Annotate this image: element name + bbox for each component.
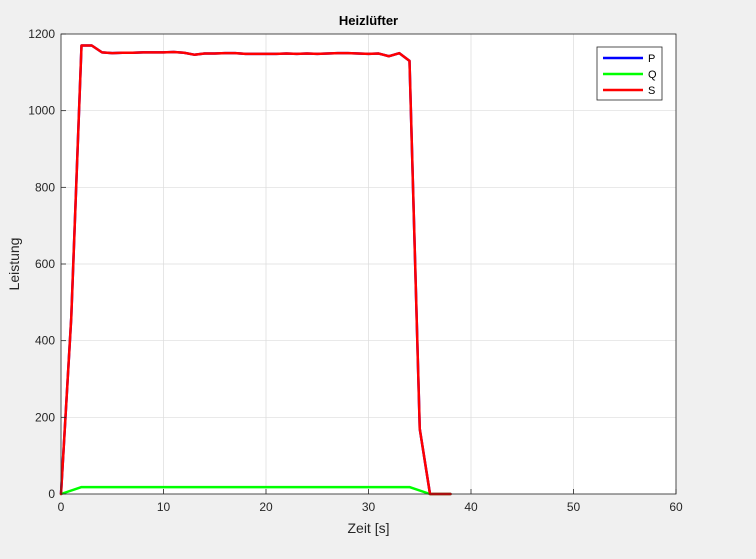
x-tick-label: 60 (669, 500, 683, 514)
x-tick-label: 20 (259, 500, 273, 514)
axis-ticks (60, 33, 677, 495)
x-tick-label: 30 (362, 500, 376, 514)
x-tick-label: 40 (464, 500, 478, 514)
legend-label-s: S (648, 85, 655, 97)
legend-label-p: P (648, 53, 655, 65)
y-tick-label: 600 (35, 257, 55, 271)
series-line-s (59, 44, 452, 496)
y-tick-label: 0 (48, 487, 55, 501)
y-tick-label: 800 (35, 180, 55, 194)
legend: P Q S (596, 46, 663, 101)
x-axis-label: Zeit [s] (347, 520, 389, 536)
legend-label-q: Q (648, 69, 657, 81)
y-tick-label: 200 (35, 410, 55, 424)
y-tick-label: 400 (35, 334, 55, 348)
y-axis-label: Leistung (6, 238, 22, 291)
x-tick-label: 10 (157, 500, 171, 514)
y-tick-label: 1000 (28, 104, 55, 118)
x-tick-label: 0 (58, 500, 65, 514)
x-tick-label: 50 (567, 500, 581, 514)
y-tick-label: 1200 (28, 27, 55, 41)
chart-title: Heizlüfter (339, 13, 398, 28)
